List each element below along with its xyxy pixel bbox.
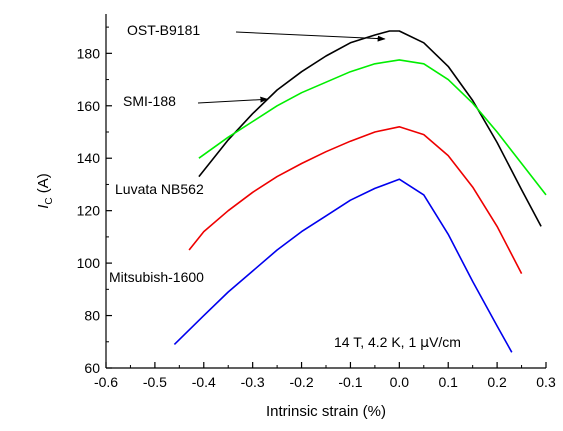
y-axis-label: IC (A) xyxy=(35,173,55,209)
x-tick-label: 0.2 xyxy=(487,374,507,390)
annotation-prefix: 14 T, 4.2 K, 1 xyxy=(334,334,420,350)
y-tick-label: 120 xyxy=(77,203,101,219)
annotation-mu: μ xyxy=(420,335,429,351)
x-tick-label: -0.4 xyxy=(192,374,216,390)
y-ticks: 60 80 100 120 140 160 180 xyxy=(77,26,112,376)
series-label-luvata-nb562: Luvata NB562 xyxy=(115,181,204,197)
x-ticks: -0.6 -0.5 -0.4 -0.3 -0.2 -0.1 0.0 0.1 0.2 0.3 xyxy=(94,362,556,390)
y-tick-label: 80 xyxy=(84,308,100,324)
y-tick-label: 100 xyxy=(77,255,101,271)
annotation-suffix: V/cm xyxy=(429,334,461,350)
x-tick-label: -0.2 xyxy=(289,374,313,390)
conditions-annotation: 14 T, 4.2 K, 1 μV/cm xyxy=(334,334,461,351)
x-tick-label: -0.5 xyxy=(143,374,167,390)
y-axis-label-unit: (A) xyxy=(35,173,52,197)
y-tick-label: 180 xyxy=(77,45,101,61)
series-label-arrow xyxy=(197,96,269,104)
series-line-smi-188 xyxy=(198,59,547,196)
series-line-mitsubish-1600 xyxy=(173,178,513,353)
x-axis-label: Intrinsic strain (%) xyxy=(266,403,386,420)
series-label-arrow xyxy=(235,31,386,42)
series-label-ost-b9181: OST-B9181 xyxy=(127,22,200,38)
series-line-luvata-nb562 xyxy=(188,126,523,274)
x-tick-label: 0.3 xyxy=(536,374,556,390)
y-tick-label: 60 xyxy=(84,360,100,376)
y-tick-label: 160 xyxy=(77,98,101,114)
series-label-mitsubish-1600: Mitsubish-1600 xyxy=(109,269,204,285)
x-tick-label: 0.1 xyxy=(438,374,458,390)
x-tick-label: -0.6 xyxy=(94,374,118,390)
y-tick-label: 140 xyxy=(77,150,101,166)
y-axis-label-sub: C xyxy=(44,197,55,204)
series-labels: OST-B9181 SMI-188 Luvata NB562 Mitsubish-16… xyxy=(109,22,386,285)
y-axis-label-main: I xyxy=(35,205,52,209)
x-tick-label: -0.3 xyxy=(241,374,265,390)
x-tick-label: -0.1 xyxy=(338,374,362,390)
series-layer xyxy=(173,30,547,353)
series-line-ost-b9181 xyxy=(198,30,542,227)
x-tick-label: 0.0 xyxy=(390,374,410,390)
series-label-smi-188: SMI-188 xyxy=(123,93,176,109)
